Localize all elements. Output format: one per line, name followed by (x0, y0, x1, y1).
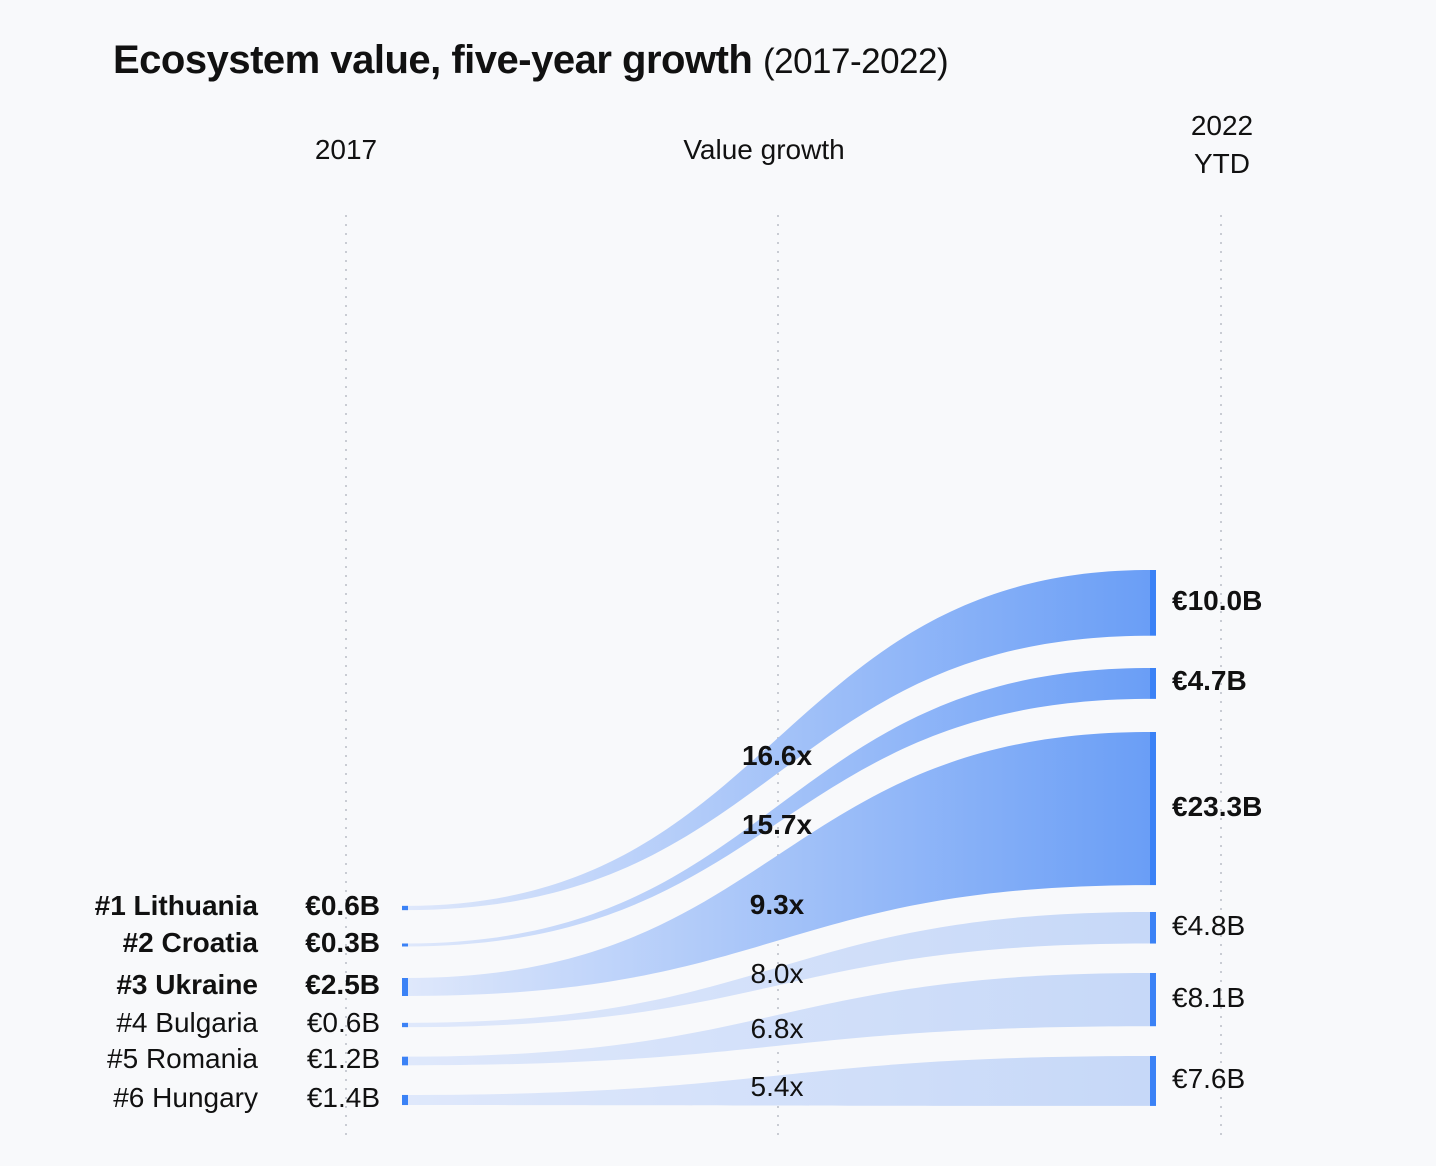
growth-label: 15.7x (741, 809, 813, 840)
band-romania (406, 973, 1150, 1066)
growth-label: 6.8x (750, 1013, 804, 1044)
column-header-value-growth: Value growth (683, 134, 845, 165)
end-value-label: €8.1B (1172, 981, 1246, 1013)
bar-2022-hungary (1150, 1056, 1156, 1106)
bar-2022-romania (1150, 973, 1156, 1027)
end-value-label: €4.8B (1172, 909, 1246, 941)
country-label: #1 Lithuania (94, 890, 258, 921)
bar-2017-ukraine (402, 978, 408, 996)
column-header-2017: 2017 (314, 134, 378, 165)
growth-label: 9.3x (749, 889, 805, 920)
column-header-2022: 2022 (1190, 110, 1254, 141)
growth-label: 16.6x (741, 740, 813, 771)
bar-2017-bulgaria (402, 1022, 408, 1028)
end-value-label: €23.3B (1172, 790, 1263, 822)
bar-2017-hungary (402, 1094, 408, 1106)
country-label: #6 Hungary (113, 1082, 258, 1113)
growth-label: 5.4x (750, 1071, 804, 1102)
bar-2022-bulgaria (1150, 912, 1156, 944)
band-bulgaria (406, 912, 1150, 1028)
band-lithuania (406, 570, 1150, 911)
bar-2017-romania (402, 1056, 408, 1066)
country-label: #4 Bulgaria (116, 1007, 258, 1038)
end-value-label: €7.6B (1172, 1062, 1246, 1094)
end-value-label: €10.0B (1172, 584, 1263, 616)
bar-2022-ukraine (1150, 732, 1156, 886)
bar-2017-croatia (402, 943, 408, 947)
start-value-label: €1.4B (306, 1082, 380, 1113)
chart-title-sub: (2017-2022) (762, 42, 949, 81)
start-value-label: €0.6B (305, 890, 380, 921)
chart-title: Ecosystem value, five-year growth (2017-… (113, 38, 949, 83)
column-header-ytd: YTD (1194, 148, 1250, 179)
band-hungary (406, 1056, 1150, 1106)
country-label: #5 Romania (107, 1043, 258, 1074)
start-value-label: €2.5B (305, 969, 380, 1000)
bar-2022-lithuania (1150, 570, 1156, 636)
country-label: #3 Ukraine (116, 969, 258, 1000)
start-value-label: €0.3B (305, 927, 380, 958)
band-ukraine (406, 732, 1150, 996)
bar-2022-croatia (1150, 668, 1156, 699)
start-value-label: €1.2B (306, 1043, 380, 1074)
band-croatia (406, 668, 1150, 947)
country-label: #2 Croatia (122, 927, 258, 958)
start-value-label: €0.6B (306, 1007, 380, 1038)
bar-2017-lithuania (402, 905, 408, 911)
column-header-2022-ytd: 2022 YTD (1172, 107, 1272, 183)
growth-label: 8.0x (750, 958, 804, 989)
chart-title-main: Ecosystem value, five-year growth (113, 38, 753, 82)
end-value-label: €4.7B (1172, 665, 1247, 697)
